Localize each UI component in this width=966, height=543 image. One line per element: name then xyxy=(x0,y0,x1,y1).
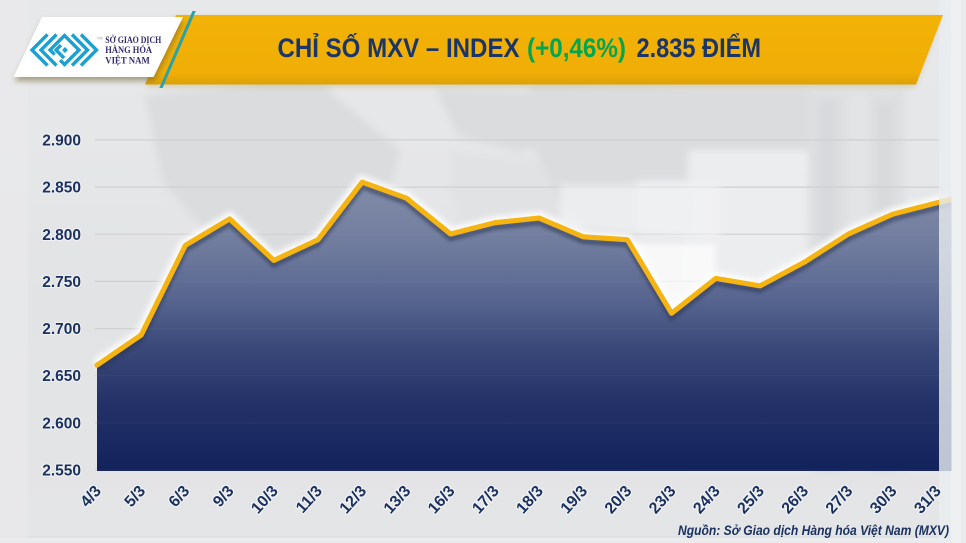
svg-text:2.650: 2.650 xyxy=(42,368,81,385)
svg-text:2.835 ĐIỂM: 2.835 ĐIỂM xyxy=(637,33,762,63)
svg-text:2.550: 2.550 xyxy=(42,463,81,480)
svg-text:TM: TM xyxy=(97,36,103,41)
svg-text:2.800: 2.800 xyxy=(42,227,81,244)
svg-text:VIỆT NAM: VIỆT NAM xyxy=(105,54,150,67)
svg-text:Nguồn: Sở Giao dịch Hàng hóa V: Nguồn: Sở Giao dịch Hàng hóa Việt Nam (M… xyxy=(678,523,949,538)
svg-text:HÀNG HÓA: HÀNG HÓA xyxy=(105,44,152,56)
svg-text:2.750: 2.750 xyxy=(42,274,81,291)
svg-text:CHỈ SỐ MXV – INDEX: CHỈ SỐ MXV – INDEX xyxy=(278,33,520,63)
svg-text:2.900: 2.900 xyxy=(42,132,81,149)
svg-text:(+0,46%): (+0,46%) xyxy=(527,33,626,63)
svg-text:2.600: 2.600 xyxy=(42,415,81,432)
svg-text:2.700: 2.700 xyxy=(42,321,81,338)
svg-text:SỞ GIAO DỊCH: SỞ GIAO DỊCH xyxy=(105,34,161,46)
svg-text:2.850: 2.850 xyxy=(42,180,81,197)
